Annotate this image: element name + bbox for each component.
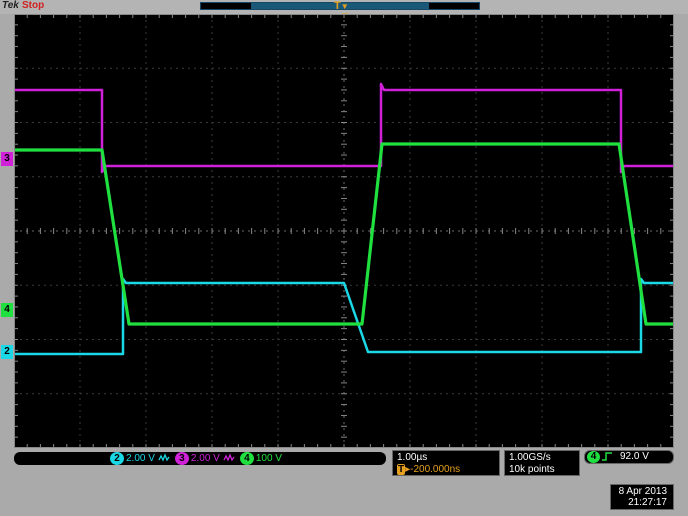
acquisition-readout: 1.00GS/s 10k points: [504, 450, 580, 476]
top-bar: Tek Stop T▼ ▼T: [0, 0, 688, 14]
timebase-value: 1.00µs: [397, 452, 495, 464]
channel-scale-chip: 22.00 V32.00 V4100 V: [14, 452, 386, 465]
trigger-readout: 492.0 V: [584, 450, 674, 464]
timebase-readout: 1.00µs T▸-200.000ns: [392, 450, 500, 476]
channel-2-marker: 2: [1, 345, 13, 359]
graticule-area: [14, 14, 674, 448]
delay-label: T: [397, 464, 405, 475]
datetime-readout: 8 Apr 2013 21:27:17: [610, 484, 674, 510]
channel-4-marker: 4: [1, 303, 13, 317]
run-state: Stop: [22, 0, 44, 11]
record-length: 10k points: [509, 464, 575, 476]
delay-readout: T▸-200.000ns: [397, 464, 495, 476]
channel-3-marker: 3: [1, 152, 13, 166]
bottom-readout-bar: 22.00 V32.00 V4100 V 1.00µs T▸-200.000ns…: [14, 450, 674, 478]
tek-logo: Tek: [2, 0, 19, 11]
sample-rate: 1.00GS/s: [509, 452, 575, 464]
trigger-marker-top: T▼: [334, 0, 349, 12]
date-value: 8 Apr 2013: [617, 486, 667, 497]
time-value: 21:27:17: [617, 497, 667, 508]
delay-value: -200.000ns: [410, 464, 460, 475]
oscilloscope-display: [14, 14, 674, 448]
